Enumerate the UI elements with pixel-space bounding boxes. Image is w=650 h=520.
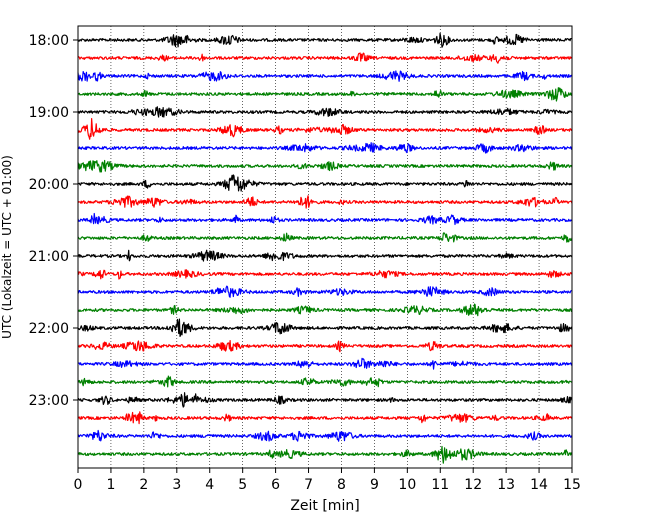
trace-2200 xyxy=(77,318,573,338)
trace-2100 xyxy=(77,249,573,262)
plot-background xyxy=(78,26,572,468)
x-tick-label-13: 13 xyxy=(497,477,515,493)
trace-1800 xyxy=(77,32,573,48)
y-tick-label-21:00: 21:00 xyxy=(29,249,69,265)
x-axis-label: Zeit [min] xyxy=(290,498,359,514)
trace-2145 xyxy=(77,303,573,317)
trace-2130 xyxy=(77,285,573,298)
trace-1830 xyxy=(77,70,573,82)
x-tick-label-11: 11 xyxy=(431,477,449,493)
trace-2315 xyxy=(77,411,573,425)
x-tick-label-7: 7 xyxy=(304,477,313,493)
trace-2015 xyxy=(77,195,573,209)
x-tick-label-12: 12 xyxy=(464,477,482,493)
trace-2345 xyxy=(77,445,573,464)
trace-2300 xyxy=(77,392,573,408)
trace-1845 xyxy=(77,87,573,102)
trace-2245 xyxy=(77,375,573,388)
trace-2000 xyxy=(77,174,573,192)
x-axis-ticks: 0 1 2 3 4 5 6 7 8 9 10 11 12 13 14 15 xyxy=(74,468,581,493)
x-tick-label-9: 9 xyxy=(370,477,379,493)
x-tick-label-8: 8 xyxy=(337,477,346,493)
y-tick-label-18:00: 18:00 xyxy=(29,33,69,49)
plot-frame xyxy=(77,25,573,469)
y-axis-ticks: 18:00 19:00 20:00 21:00 22:00 23:00 xyxy=(29,33,78,409)
y-tick-label-19:00: 19:00 xyxy=(29,105,69,121)
x-tick-label-4: 4 xyxy=(205,477,214,493)
x-tick-label-5: 5 xyxy=(238,477,247,493)
x-tick-label-0: 0 xyxy=(74,477,83,493)
y-tick-label-20:00: 20:00 xyxy=(29,177,69,193)
x-tick-label-15: 15 xyxy=(563,477,581,493)
trace-2115 xyxy=(77,269,573,280)
y-tick-label-23:00: 23:00 xyxy=(29,393,69,409)
trace-1930 xyxy=(77,142,573,154)
x-tick-label-2: 2 xyxy=(139,477,148,493)
seismic-traces xyxy=(77,32,573,464)
x-tick-label-1: 1 xyxy=(106,477,115,493)
trace-1945 xyxy=(77,159,573,173)
trace-1915 xyxy=(77,117,573,140)
x-tick-label-10: 10 xyxy=(398,477,416,493)
trace-1815 xyxy=(77,52,573,64)
y-axis-label: UTC (Lokalzeit = UTC + 01:00) xyxy=(0,155,14,339)
trace-1900 xyxy=(77,106,573,118)
x-tick-label-3: 3 xyxy=(172,477,181,493)
x-tick-label-6: 6 xyxy=(271,477,280,493)
y-tick-label-22:00: 22:00 xyxy=(29,321,69,337)
trace-2045 xyxy=(77,232,573,243)
trace-2230 xyxy=(77,357,573,370)
x-tick-label-14: 14 xyxy=(530,477,548,493)
trace-2030 xyxy=(77,212,573,226)
trace-2330 xyxy=(77,429,573,442)
trace-2215 xyxy=(77,339,573,353)
